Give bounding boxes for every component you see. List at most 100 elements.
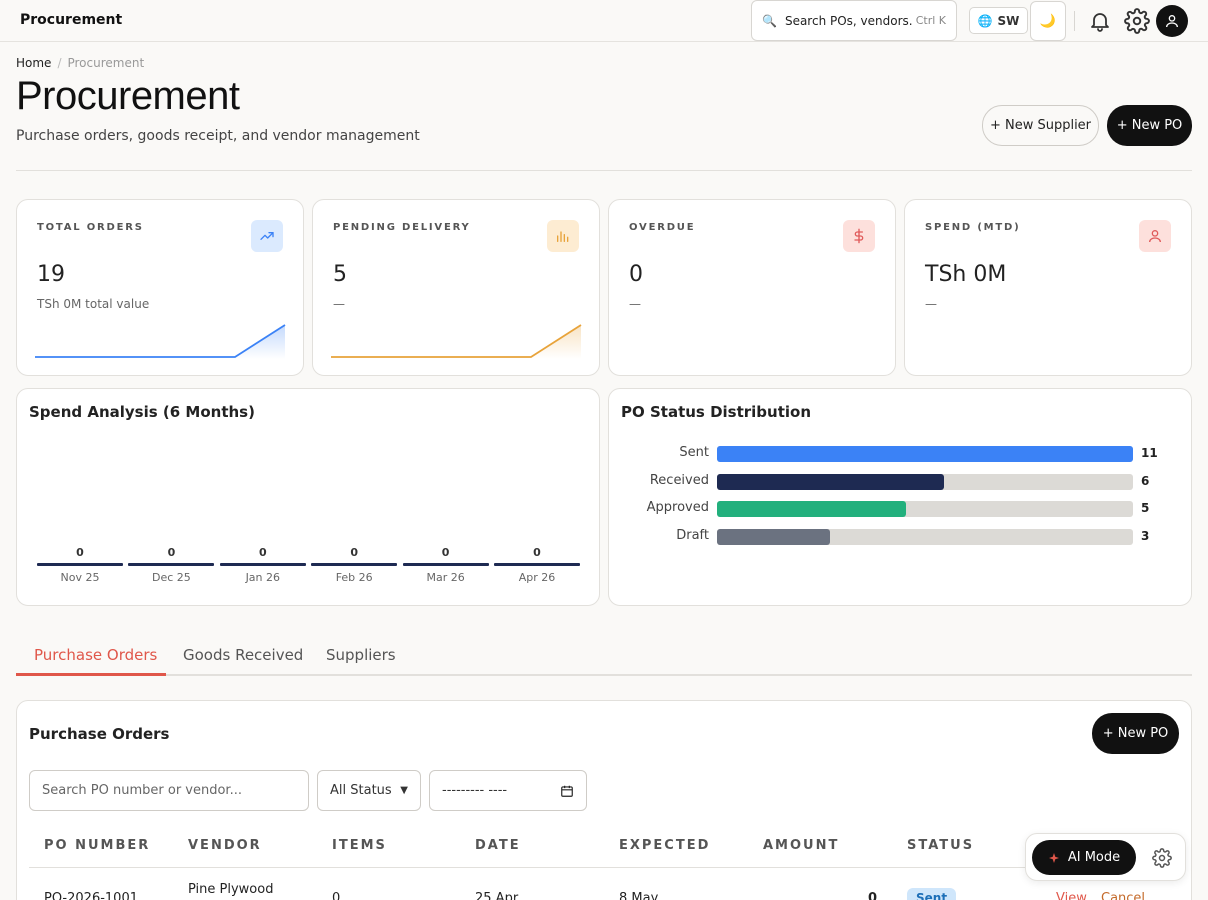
spend-month-label: Dec 25 (152, 571, 191, 584)
view-link[interactable]: View (1056, 891, 1087, 900)
spend-month-label: Jan 26 (245, 571, 281, 584)
tab-suppliers[interactable]: Suppliers (326, 646, 396, 664)
chevron-down-icon: ▼ (400, 785, 408, 796)
spend-bar-value: 0 (76, 546, 84, 559)
status-bar-track (717, 474, 1133, 490)
status-bar-track (717, 446, 1133, 462)
purchase-orders-card: Purchase Orders + New PO Search PO numbe… (16, 700, 1192, 900)
status-bar (717, 446, 1133, 462)
dollar-icon (843, 220, 875, 252)
kpi-value: 0 (629, 262, 643, 287)
column-header-expected: EXPECTED (619, 838, 711, 853)
expected-cell: 8 May (619, 891, 659, 900)
gear-icon[interactable] (1152, 848, 1172, 868)
table-header-divider (29, 867, 1179, 868)
status-bar-label: Received (649, 473, 709, 488)
column-header-status: STATUS (907, 838, 975, 853)
breadcrumb-current: Procurement (67, 56, 145, 70)
spend-analysis-title: Spend Analysis (6 Months) (29, 403, 255, 421)
kpi-subtext: — (925, 297, 937, 311)
global-search-placeholder: Search POs, vendors... (784, 13, 912, 28)
avatar[interactable] (1156, 5, 1188, 37)
calendar-icon (561, 785, 573, 797)
kpi-value: TSh 0M (925, 262, 1007, 287)
spend-bar-value: 0 (167, 546, 176, 559)
kpi-label: PENDING DELIVERY (333, 222, 471, 233)
active-tab-indicator (16, 673, 166, 676)
search-shortcut: Ctrl K (915, 14, 946, 27)
moon-icon: 🌙 (1039, 13, 1057, 29)
cancel-link[interactable]: Cancel (1101, 891, 1146, 900)
amount-cell: 0 (867, 891, 877, 900)
column-header-date: DATE (475, 838, 521, 853)
tab-purchase-orders[interactable]: Purchase Orders (34, 646, 158, 664)
kpi-sparkline (35, 324, 286, 359)
tab-goods-received[interactable]: Goods Received (183, 646, 304, 664)
globe-icon: 🌐 (977, 13, 993, 28)
status-filter-select[interactable]: All Status ▼ (317, 770, 421, 811)
items-cell: 0 (332, 891, 341, 900)
date-cell: 25 Apr (475, 891, 519, 900)
spend-bar-value: 0 (258, 546, 267, 559)
date-filter-input[interactable]: --------- ---- (429, 770, 587, 811)
kpi-card-pending-delivery: PENDING DELIVERY 5 — (312, 199, 600, 376)
search-icon: 🔍 (762, 13, 777, 28)
kpi-sparkline (331, 324, 582, 359)
column-header-amount: AMOUNT (763, 838, 840, 853)
status-bar (717, 474, 944, 490)
spend-month-label: Apr 26 (518, 571, 556, 584)
bell-icon[interactable] (1088, 9, 1112, 33)
page-subtitle: Purchase orders, goods receipt, and vend… (16, 128, 420, 144)
spend-month-label: Nov 25 (60, 571, 100, 584)
language-label: SW (997, 13, 1020, 28)
status-bar-track (717, 529, 1133, 545)
language-button[interactable]: 🌐 SW (969, 7, 1028, 34)
spend-bar (311, 563, 398, 566)
sparkle-icon (1048, 852, 1059, 863)
status-bar-count: 11 (1141, 446, 1158, 460)
status-bar-label: Draft (676, 528, 709, 543)
status-distribution-title: PO Status Distribution (621, 403, 812, 421)
vendor-cell: Pine Plywood (188, 882, 274, 897)
breadcrumb: Home / Procurement (16, 56, 144, 70)
status-bar (717, 529, 831, 545)
kpi-value: 5 (333, 262, 347, 287)
new-supplier-button[interactable]: + New Supplier (982, 105, 1099, 146)
top-bar: Procurement 🔍 Search POs, vendors... Ctr… (0, 0, 1208, 42)
ai-mode-button[interactable]: AI Mode (1032, 840, 1136, 875)
global-search[interactable]: 🔍 Search POs, vendors... Ctrl K (751, 0, 957, 41)
spend-bar (128, 563, 215, 566)
bar-chart-icon (547, 220, 579, 252)
ai-mode-widget: AI Mode (1025, 833, 1186, 881)
status-filter-value: All Status (330, 783, 392, 798)
spend-month-label: Feb 26 (335, 571, 373, 584)
user-icon (1139, 220, 1171, 252)
status-bar-count: 5 (1141, 501, 1150, 515)
gear-icon[interactable] (1124, 8, 1150, 34)
spend-month-label: Mar 26 (426, 571, 465, 584)
breadcrumb-home[interactable]: Home (16, 56, 52, 70)
kpi-label: TOTAL ORDERS (37, 222, 144, 233)
po-search-input[interactable]: Search PO number or vendor... (29, 770, 309, 811)
kpi-subtext: — (333, 297, 345, 311)
purchase-orders-title: Purchase Orders (29, 725, 170, 743)
new-po-button-secondary[interactable]: + New PO (1092, 713, 1179, 754)
new-po-button[interactable]: + New PO (1107, 105, 1192, 146)
column-header-vendor: VENDOR (188, 838, 262, 853)
status-bar-track (717, 501, 1133, 517)
status-distribution-panel: PO Status Distribution Sent 11 Received 6 Ap… (608, 388, 1192, 606)
spend-analysis-panel: Spend Analysis (6 Months) 0 Nov 25 0 Dec 25… (16, 388, 600, 606)
spend-bar-value: 0 (350, 546, 359, 559)
kpi-card-total-orders: TOTAL ORDERS 19 TSh 0M total value (16, 199, 304, 376)
kpi-subtext: — (629, 297, 641, 311)
kpi-label: SPEND (MTD) (925, 222, 1021, 233)
topbar-divider (1074, 11, 1075, 31)
ai-mode-label: AI Mode (1067, 850, 1121, 865)
spend-bar (37, 563, 123, 566)
trend-up-icon (251, 220, 283, 252)
status-bar-label: Sent (679, 445, 709, 460)
header-divider (16, 170, 1192, 171)
po-number-cell[interactable]: PO-2026-1001 (44, 891, 138, 900)
column-header-items: ITEMS (332, 838, 387, 853)
theme-toggle[interactable]: 🌙 (1030, 1, 1066, 41)
